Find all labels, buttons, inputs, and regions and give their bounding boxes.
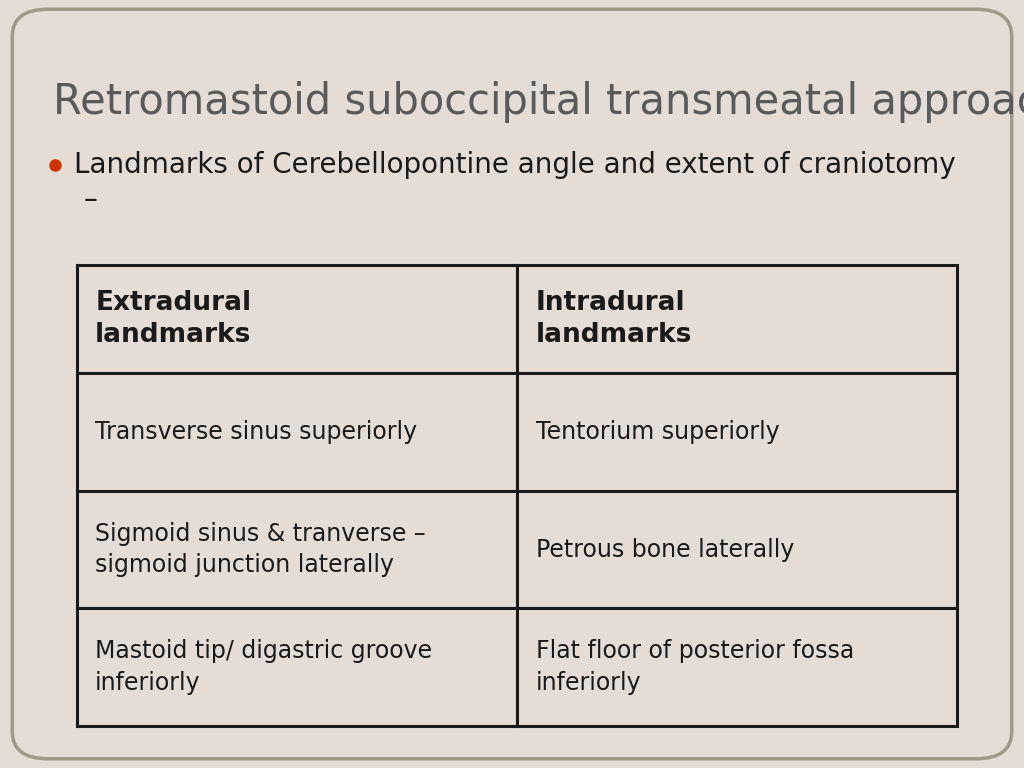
Text: Landmarks of Cerebellopontine angle and extent of craniotomy: Landmarks of Cerebellopontine angle and …: [74, 151, 955, 179]
Text: Transverse sinus superiorly: Transverse sinus superiorly: [95, 420, 418, 444]
Text: Tentorium superiorly: Tentorium superiorly: [536, 420, 779, 444]
Text: Intradural
landmarks: Intradural landmarks: [536, 290, 692, 348]
Bar: [77, 491, 517, 608]
Bar: [77, 265, 517, 373]
Text: Mastoid tip/ digastric groove
inferiorly: Mastoid tip/ digastric groove inferiorly: [95, 639, 432, 695]
Bar: [517, 373, 957, 491]
Bar: [77, 373, 517, 491]
Bar: [517, 491, 957, 608]
Bar: [517, 265, 957, 373]
Text: Extradural
landmarks: Extradural landmarks: [95, 290, 252, 348]
Bar: [77, 608, 517, 726]
Text: Petrous bone laterally: Petrous bone laterally: [536, 538, 794, 561]
Text: Sigmoid sinus & tranverse –
sigmoid junction laterally: Sigmoid sinus & tranverse – sigmoid junc…: [95, 521, 426, 578]
Text: –: –: [84, 186, 98, 214]
Bar: [517, 608, 957, 726]
FancyBboxPatch shape: [12, 9, 1012, 759]
Text: Flat floor of posterior fossa
inferiorly: Flat floor of posterior fossa inferiorly: [536, 639, 854, 695]
Text: Retromastoid suboccipital transmeatal approach: Retromastoid suboccipital transmeatal ap…: [53, 81, 1024, 123]
